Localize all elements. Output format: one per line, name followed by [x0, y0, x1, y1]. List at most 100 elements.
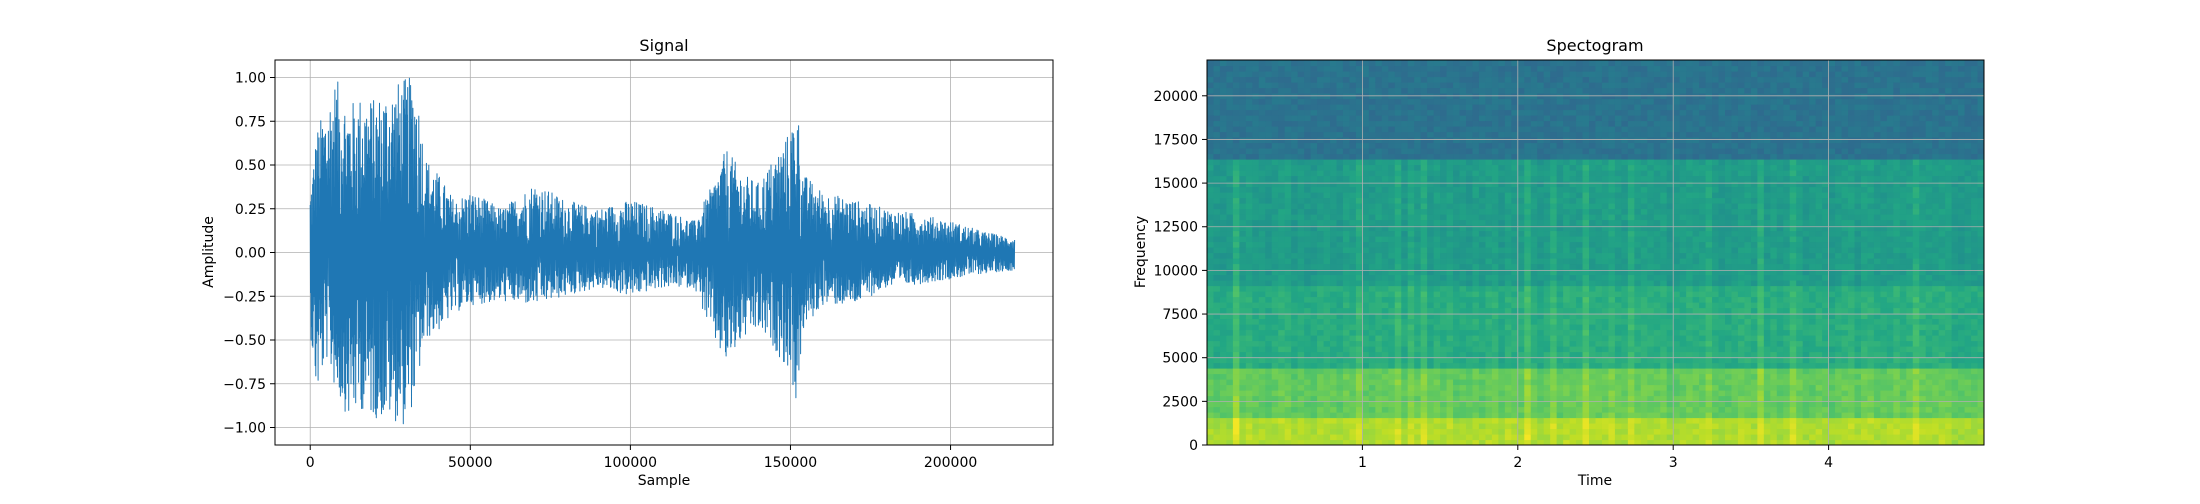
spectrogram-cell: [1388, 225, 1395, 231]
spectrogram-cell: [1272, 341, 1279, 347]
spectrogram-cell: [1550, 71, 1557, 77]
spectrogram-cell: [1421, 330, 1428, 336]
spectrogram-cell: [1615, 286, 1622, 292]
spectrogram-cell: [1246, 418, 1253, 424]
spectrogram-cell: [1414, 368, 1421, 374]
spectrogram-cell: [1343, 286, 1350, 292]
spectrogram-cell: [1472, 346, 1479, 352]
spectrogram-cell: [1524, 352, 1531, 358]
spectrogram-cell: [1349, 330, 1356, 336]
spectrogram-cell: [1362, 264, 1369, 270]
spectrogram-cell: [1324, 434, 1331, 440]
spectrogram-cell: [1544, 429, 1551, 435]
spectrogram-cell: [1239, 335, 1246, 341]
spectrogram-cell: [1589, 319, 1596, 325]
spectrogram-cell: [1304, 308, 1311, 314]
spectrogram-cell: [1375, 214, 1382, 220]
spectrogram-cell: [1647, 423, 1654, 429]
spectrogram-cell: [1531, 192, 1538, 198]
spectrogram-cell: [1382, 286, 1389, 292]
spectrogram-cell: [1285, 176, 1292, 182]
spectrogram-cell: [1414, 407, 1421, 413]
spectrogram-cell: [1615, 132, 1622, 138]
spectrogram-cell: [1440, 209, 1447, 215]
spectrogram-cell: [1343, 434, 1350, 440]
spectrogram-cell: [1505, 115, 1512, 121]
spectrogram-cell: [1576, 176, 1583, 182]
spectrogram-cell: [1421, 258, 1428, 264]
spectrogram-cell: [1498, 88, 1505, 94]
spectrogram-cell: [1388, 412, 1395, 418]
spectrogram-cell: [1583, 192, 1590, 198]
spectrogram-cell: [1654, 418, 1661, 424]
spectrogram-cell: [1291, 132, 1298, 138]
spectrogram-cell: [1369, 308, 1376, 314]
spectrogram-cell: [1349, 280, 1356, 286]
spectrogram-cell: [1330, 132, 1337, 138]
spectrogram-cell: [1602, 60, 1609, 66]
spectrogram-cell: [1447, 82, 1454, 88]
spectrogram-cell: [1375, 330, 1382, 336]
spectrogram-cell: [1492, 148, 1499, 154]
spectrogram-cell: [1388, 335, 1395, 341]
spectrogram-cell: [1343, 220, 1350, 226]
spectrogram-cell: [1285, 82, 1292, 88]
spectrogram-cell: [1511, 335, 1518, 341]
spectrogram-cell: [1647, 165, 1654, 171]
spectrogram-cell: [1570, 385, 1577, 391]
spectrogram-cell: [1557, 225, 1564, 231]
spectrogram-cell: [1550, 324, 1557, 330]
spectrogram-cell: [1427, 352, 1434, 358]
spectrogram-cell: [1427, 396, 1434, 402]
spectrogram-cell: [1479, 363, 1486, 369]
spectrogram-cell: [1615, 302, 1622, 308]
spectrogram-cell: [1641, 99, 1648, 105]
spectrogram-cell: [1375, 286, 1382, 292]
spectrogram-cell: [1576, 99, 1583, 105]
spectrogram-cell: [1226, 203, 1233, 209]
spectrogram-cell: [1278, 396, 1285, 402]
spectrogram-cell: [1518, 170, 1525, 176]
spectrogram-cell: [1472, 335, 1479, 341]
spectrogram-cell: [1537, 286, 1544, 292]
spectrogram-cell: [1375, 335, 1382, 341]
spectrogram-cell: [1440, 77, 1447, 83]
spectrogram-cell: [1615, 137, 1622, 143]
spectrogram-cell: [1608, 154, 1615, 160]
spectrogram-cell: [1518, 363, 1525, 369]
spectrogram-cell: [1343, 319, 1350, 325]
spectrogram-cell: [1472, 341, 1479, 347]
spectrogram-cell: [1421, 379, 1428, 385]
spectrogram-cell: [1317, 418, 1324, 424]
spectrogram-cell: [1602, 275, 1609, 281]
spectrogram-cell: [1447, 77, 1454, 83]
spectrogram-cell: [1647, 220, 1654, 226]
spectrogram-cell: [1596, 368, 1603, 374]
spectrogram-cell: [1317, 165, 1324, 171]
spectrogram-cell: [1324, 143, 1331, 149]
spectrogram-cell: [1330, 374, 1337, 380]
spectrogram-cell: [1511, 269, 1518, 275]
spectrogram-cell: [1427, 429, 1434, 435]
spectrogram-cell: [1265, 302, 1272, 308]
spectrogram-cell: [1634, 374, 1641, 380]
spectrogram-cell: [1654, 165, 1661, 171]
spectrogram-cell: [1421, 132, 1428, 138]
spectrogram-cell: [1421, 198, 1428, 204]
spectrogram-cell: [1220, 341, 1227, 347]
spectrogram-cell: [1421, 115, 1428, 121]
spectrogram-cell: [1596, 203, 1603, 209]
spectrogram-cell: [1408, 82, 1415, 88]
spectrogram-cell: [1207, 181, 1214, 187]
spectrogram-cell: [1570, 66, 1577, 72]
spectrogram-cell: [1460, 341, 1467, 347]
spectrogram-cell: [1414, 319, 1421, 325]
spectrogram-cell: [1408, 368, 1415, 374]
spectrogram-cell: [1362, 198, 1369, 204]
spectrogram-cell: [1337, 214, 1344, 220]
spectrogram-cell: [1207, 143, 1214, 149]
spectrogram-cell: [1544, 269, 1551, 275]
spectrogram-cell: [1337, 286, 1344, 292]
spectrogram-cell: [1408, 77, 1415, 83]
spectrogram-cell: [1453, 429, 1460, 435]
